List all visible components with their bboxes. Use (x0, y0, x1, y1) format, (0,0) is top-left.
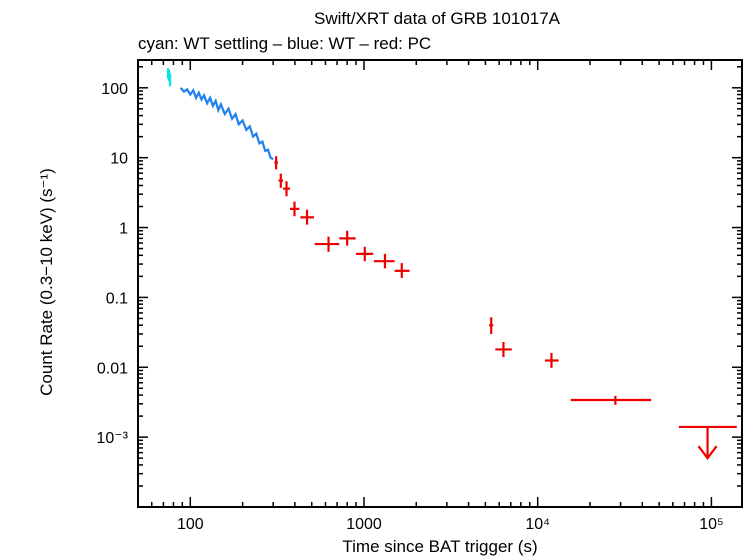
y-tick-label: 100 (101, 81, 128, 98)
y-axis-label: Count Rate (0.3−10 keV) (s⁻¹) (37, 168, 56, 396)
data-point (373, 253, 395, 269)
y-tick-label: 10 (110, 151, 128, 168)
data-point (394, 263, 410, 278)
data-point (495, 341, 512, 358)
series-wt (179, 87, 274, 161)
x-tick-label: 100 (177, 516, 204, 533)
y-tick-label: 10⁻³ (96, 430, 128, 447)
data-point (544, 353, 559, 368)
wt-light-curve-line (179, 87, 274, 161)
chart-subtitle: cyan: WT settling – blue: WT – red: PC (138, 34, 431, 53)
chart-title: Swift/XRT data of GRB 101017A (314, 9, 561, 28)
data-point (339, 230, 356, 246)
y-tick-label: 0.1 (106, 290, 128, 307)
axis-ticks: 100 1000 10⁴ 10⁵ 100 10 1 0.1 0.01 10⁻³ (96, 60, 742, 533)
x-tick-label: 10⁴ (525, 516, 550, 533)
y-tick-label: 0.01 (97, 360, 128, 377)
x-tick-label: 10⁵ (699, 516, 723, 533)
data-point (489, 317, 494, 334)
data-point (168, 73, 172, 87)
series-wt-settling (166, 68, 172, 87)
data-point (278, 173, 284, 188)
data-point (314, 236, 340, 252)
data-marks (166, 68, 737, 460)
upper-limit (678, 425, 737, 460)
y-tick-label: 1 (119, 221, 128, 238)
data-point (356, 246, 374, 262)
data-point (283, 181, 291, 197)
data-point (300, 209, 314, 225)
data-point (290, 201, 300, 217)
plot-frame (137, 59, 743, 508)
series-pc (274, 156, 737, 460)
data-point (570, 395, 652, 405)
x-tick-label: 1000 (346, 516, 382, 533)
x-axis-label: Time since BAT trigger (s) (342, 537, 537, 556)
data-point (274, 156, 279, 170)
upper-limit-arrowhead (697, 445, 718, 460)
